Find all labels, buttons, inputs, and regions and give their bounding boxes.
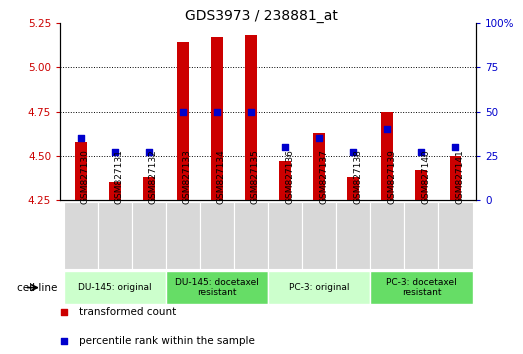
Bar	[143, 177, 155, 200]
Bar	[268, 271, 370, 304]
Text: GSM827138: GSM827138	[353, 149, 362, 204]
Bar	[166, 271, 268, 304]
Bar	[177, 42, 189, 200]
Text: GSM827131: GSM827131	[115, 149, 123, 204]
Bar	[211, 37, 223, 200]
Bar	[268, 202, 302, 269]
Bar	[415, 170, 427, 200]
Bar	[381, 112, 393, 200]
Bar	[302, 202, 336, 269]
Point	[349, 149, 357, 155]
Bar	[200, 202, 234, 269]
Point	[451, 144, 460, 150]
Text: GDS3973 / 238881_at: GDS3973 / 238881_at	[185, 9, 338, 23]
Bar	[64, 271, 166, 304]
Point	[179, 109, 187, 114]
Bar	[75, 142, 87, 200]
Text: GSM827140: GSM827140	[422, 149, 430, 204]
Point	[247, 109, 255, 114]
Text: GSM827137: GSM827137	[319, 149, 328, 204]
Text: cell line: cell line	[17, 282, 58, 293]
Point	[417, 149, 426, 155]
Bar	[279, 161, 291, 200]
Bar	[404, 202, 438, 269]
Text: GSM827136: GSM827136	[285, 149, 294, 204]
Bar	[336, 202, 370, 269]
Text: percentile rank within the sample: percentile rank within the sample	[79, 336, 255, 346]
Text: GSM827139: GSM827139	[388, 149, 396, 204]
Bar	[313, 133, 325, 200]
Text: GSM827133: GSM827133	[183, 149, 192, 204]
Bar	[370, 271, 472, 304]
Bar	[234, 202, 268, 269]
Bar	[109, 182, 121, 200]
Text: GSM827141: GSM827141	[456, 149, 464, 204]
Text: GSM827134: GSM827134	[217, 149, 226, 204]
Bar	[166, 202, 200, 269]
Bar	[449, 156, 461, 200]
Point	[110, 149, 119, 155]
Bar	[98, 202, 132, 269]
Text: DU-145: original: DU-145: original	[78, 283, 152, 292]
Text: DU-145: docetaxel
resistant: DU-145: docetaxel resistant	[175, 278, 259, 297]
Bar	[64, 202, 98, 269]
Point	[383, 126, 392, 132]
Text: GSM827135: GSM827135	[251, 149, 260, 204]
Bar	[245, 35, 257, 200]
Text: PC-3: docetaxel
resistant: PC-3: docetaxel resistant	[386, 278, 457, 297]
Bar	[438, 202, 472, 269]
Point	[144, 149, 153, 155]
Text: PC-3: original: PC-3: original	[289, 283, 349, 292]
Point	[302, 118, 310, 124]
Text: GSM827132: GSM827132	[149, 149, 158, 204]
Point	[315, 135, 323, 141]
Point	[213, 109, 221, 114]
Text: GSM827130: GSM827130	[81, 149, 89, 204]
Bar	[132, 202, 166, 269]
Text: transformed count: transformed count	[79, 307, 176, 316]
Point	[76, 135, 85, 141]
Point	[281, 144, 289, 150]
Bar	[347, 177, 359, 200]
Bar	[370, 202, 404, 269]
